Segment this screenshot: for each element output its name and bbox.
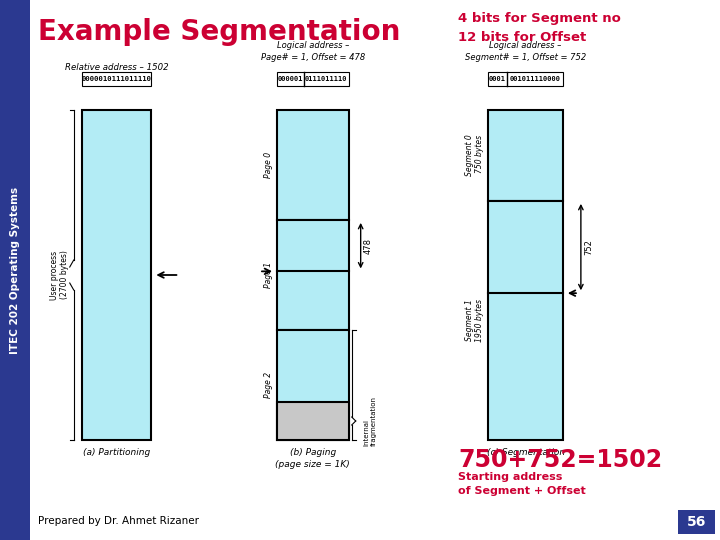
Text: 001011110000: 001011110000 (510, 76, 560, 82)
Bar (488, 72, 563, 86)
Text: 56: 56 (687, 515, 706, 529)
Text: 0000010111011110: 0000010111011110 (81, 76, 152, 82)
Text: Prepared by Dr. Ahmet Rizaner: Prepared by Dr. Ahmet Rizaner (38, 516, 199, 526)
Bar (488, 201, 563, 440)
Bar (277, 72, 348, 86)
Text: 0001: 0001 (489, 76, 506, 82)
Bar (678, 510, 716, 534)
Text: Segment 1
1950 bytes: Segment 1 1950 bytes (465, 299, 485, 342)
Text: Page 0: Page 0 (264, 152, 273, 178)
Text: Logical address –
Page# = 1, Offset = 478: Logical address – Page# = 1, Offset = 47… (261, 41, 365, 62)
Bar (488, 110, 563, 201)
Bar (277, 330, 348, 440)
Text: Starting address
of Segment + Offset: Starting address of Segment + Offset (459, 472, 586, 496)
Bar (277, 220, 348, 330)
Text: Relative address – 1502: Relative address – 1502 (65, 63, 168, 72)
Text: 0111011110: 0111011110 (305, 76, 348, 82)
Text: Page 1: Page 1 (264, 262, 273, 288)
Text: 000001: 000001 (278, 76, 303, 82)
Text: Internal
fragmentation: Internal fragmentation (364, 396, 377, 446)
Text: ITEC 202 Operating Systems: ITEC 202 Operating Systems (10, 186, 20, 354)
Bar (81, 72, 151, 86)
Text: 478: 478 (364, 238, 373, 254)
Text: User process
(2700 bytes): User process (2700 bytes) (50, 251, 70, 300)
Text: (c) Segmentation: (c) Segmentation (487, 448, 564, 457)
Text: Example Segmentation: Example Segmentation (38, 18, 400, 46)
Text: 750+752=1502: 750+752=1502 (459, 448, 662, 472)
Text: Page 2: Page 2 (264, 372, 273, 398)
Text: (a) Partitioning: (a) Partitioning (83, 448, 150, 457)
Bar (81, 110, 151, 440)
Text: 752: 752 (584, 239, 593, 255)
Bar (0, 0, 30, 540)
Bar (277, 402, 348, 440)
Bar (277, 110, 348, 220)
Text: 4 bits for Segment no
12 bits for Offset: 4 bits for Segment no 12 bits for Offset (459, 12, 621, 44)
Text: (b) Paging
(page size = 1K): (b) Paging (page size = 1K) (276, 448, 350, 469)
Text: Logical address –
Segment# = 1, Offset = 752: Logical address – Segment# = 1, Offset =… (465, 41, 586, 62)
Text: Segment 0
750 bytes: Segment 0 750 bytes (465, 134, 485, 177)
